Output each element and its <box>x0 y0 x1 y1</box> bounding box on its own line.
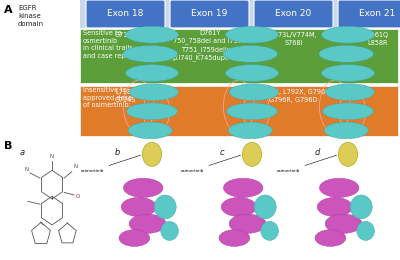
Text: D761Y
750_758del and I759S
T751_I759delinsS
p.I740_K745dupIPVAIX: D761Y 750_758del and I759S T751_I759deli… <box>173 30 246 61</box>
Ellipse shape <box>129 84 178 101</box>
Ellipse shape <box>123 46 178 62</box>
Ellipse shape <box>261 221 278 240</box>
Text: H773L/V774M,
S768I: H773L/V774M, S768I <box>270 32 317 46</box>
Ellipse shape <box>223 178 263 197</box>
Ellipse shape <box>324 122 368 139</box>
Text: Insensitive to
approved dose
of osimertinib:: Insensitive to approved dose of osimerti… <box>83 87 132 108</box>
Text: osimertinib: osimertinib <box>180 155 240 173</box>
Ellipse shape <box>121 197 156 217</box>
FancyBboxPatch shape <box>254 0 333 28</box>
Text: Exon 18: Exon 18 <box>107 9 144 18</box>
Ellipse shape <box>325 214 362 233</box>
Ellipse shape <box>126 103 178 120</box>
Text: a: a <box>20 148 25 157</box>
Ellipse shape <box>325 84 374 101</box>
Ellipse shape <box>126 26 178 43</box>
Ellipse shape <box>317 197 352 217</box>
Ellipse shape <box>223 46 278 62</box>
Ellipse shape <box>161 221 178 240</box>
Text: c: c <box>220 148 225 157</box>
Ellipse shape <box>322 103 374 120</box>
Text: B: B <box>4 141 12 151</box>
Ellipse shape <box>322 65 374 81</box>
Ellipse shape <box>338 142 358 166</box>
Ellipse shape <box>350 195 372 219</box>
FancyBboxPatch shape <box>170 0 249 28</box>
Text: G719X: G719X <box>114 32 136 38</box>
Text: b: b <box>115 148 120 157</box>
Ellipse shape <box>319 178 359 197</box>
Ellipse shape <box>129 214 166 233</box>
Text: N: N <box>25 167 29 172</box>
Ellipse shape <box>226 26 278 43</box>
Text: C797S, L792X, G796S
G796R, G796D: C797S, L792X, G796S G796R, G796D <box>258 89 329 103</box>
Ellipse shape <box>154 195 176 219</box>
Ellipse shape <box>126 65 178 81</box>
Bar <box>80 29 398 83</box>
Ellipse shape <box>242 142 262 166</box>
FancyBboxPatch shape <box>86 0 165 28</box>
Ellipse shape <box>319 46 374 62</box>
Text: L718Q
G724S: L718Q G724S <box>115 89 136 103</box>
Text: osimertinib: osimertinib <box>276 155 336 173</box>
Ellipse shape <box>226 65 278 81</box>
Ellipse shape <box>119 230 150 246</box>
Text: Exon 19: Exon 19 <box>191 9 228 18</box>
Ellipse shape <box>357 221 374 240</box>
Ellipse shape <box>128 122 172 139</box>
Text: O: O <box>76 194 80 199</box>
Ellipse shape <box>142 142 162 166</box>
Ellipse shape <box>123 178 163 197</box>
Ellipse shape <box>254 195 276 219</box>
Text: Exon 21: Exon 21 <box>359 9 396 18</box>
Text: osimertinib: osimertinib <box>80 155 140 173</box>
Text: Exon 20: Exon 20 <box>275 9 312 18</box>
Text: Sensitive to
osmertinib
in clinical trails
and case reports:: Sensitive to osmertinib in clinical trai… <box>83 30 140 59</box>
Bar <box>80 86 398 136</box>
Bar <box>80 0 398 28</box>
Text: d: d <box>315 148 320 157</box>
Text: N: N <box>50 154 54 159</box>
FancyBboxPatch shape <box>338 0 400 28</box>
Text: L861Q
L858R: L861Q L858R <box>367 32 388 46</box>
Ellipse shape <box>229 84 278 101</box>
Ellipse shape <box>219 230 250 246</box>
Text: N: N <box>73 164 77 169</box>
Ellipse shape <box>228 122 272 139</box>
Text: A: A <box>4 5 13 15</box>
Ellipse shape <box>221 197 256 217</box>
Ellipse shape <box>226 103 278 120</box>
Ellipse shape <box>322 26 374 43</box>
Text: EGFR
kinase
domain: EGFR kinase domain <box>18 5 44 27</box>
Ellipse shape <box>315 230 346 246</box>
Ellipse shape <box>229 214 266 233</box>
